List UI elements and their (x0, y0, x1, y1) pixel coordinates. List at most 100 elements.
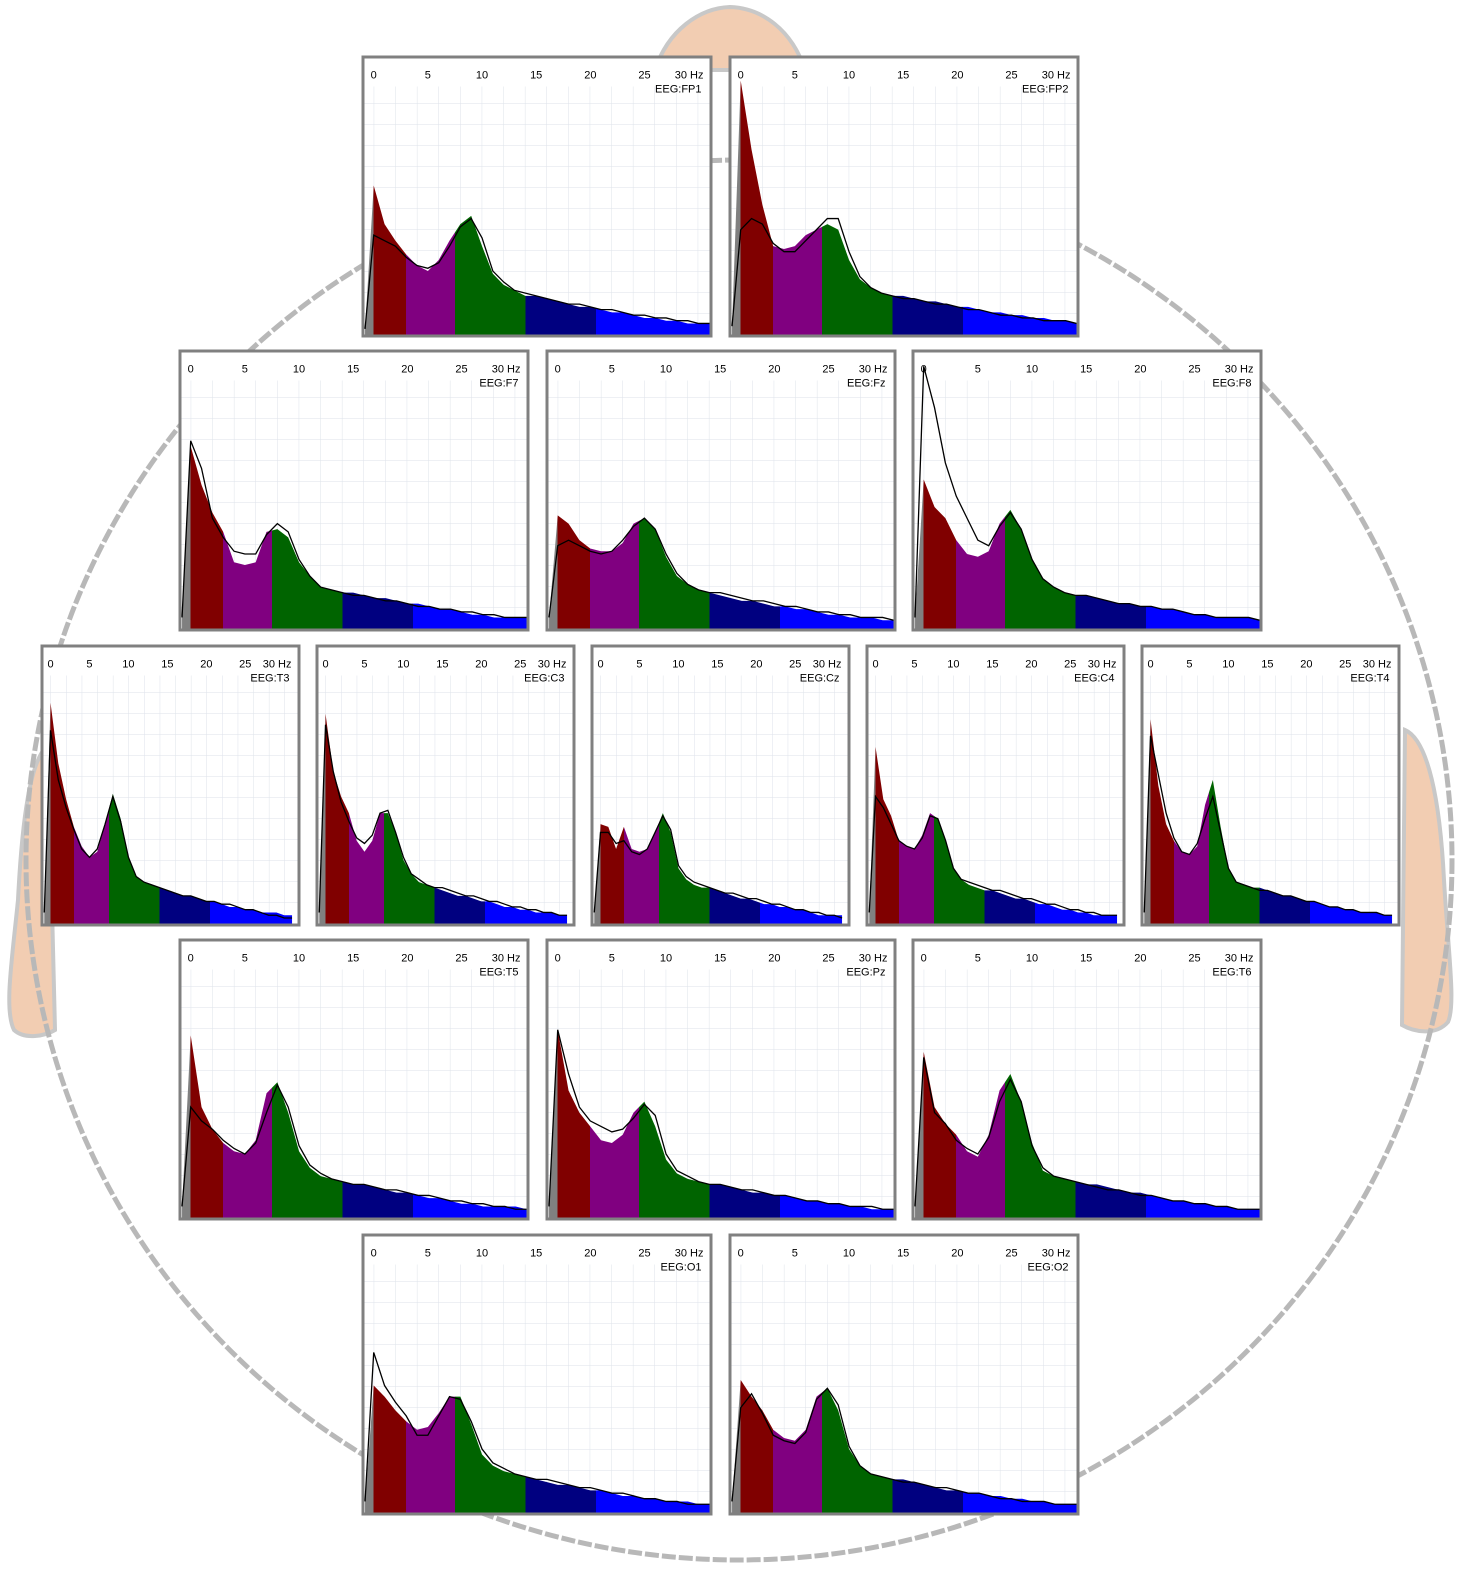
spectrum-area (732, 1380, 1077, 1513)
channel-label: EEG:T5 (479, 966, 518, 978)
reference-line (914, 366, 1260, 621)
x-tick-label: 10 (947, 658, 959, 670)
x-tick-label: 10 (1026, 952, 1038, 964)
x-tick-label: 10 (476, 69, 488, 81)
x-tick-label: 25 (1188, 363, 1200, 375)
x-tick-label: 30 Hz (1042, 1247, 1071, 1259)
reference-line (593, 814, 843, 919)
x-tick-label: 20 (200, 658, 212, 670)
channel-label: EEG:Cz (800, 672, 840, 684)
x-tick-label: 25 (1188, 952, 1200, 964)
x-tick-label: 10 (672, 658, 684, 670)
reference-line (868, 794, 1118, 916)
x-tick-label: 30 Hz (1225, 952, 1254, 964)
x-tick-label: 25 (455, 952, 467, 964)
spectrum-panel: 0 5 10 15 20 25 30 Hz EEG:T3 (40, 644, 301, 927)
x-tick-label: 20 (768, 952, 780, 964)
x-tick-label: 5 (911, 658, 917, 670)
x-tick-label: 30 Hz (263, 658, 292, 670)
reference-line (364, 1352, 710, 1505)
x-tick-label: 25 (1005, 1247, 1017, 1259)
nose (652, 4, 808, 72)
x-tick-label: 5 (425, 69, 431, 81)
channel-label: EEG:C4 (1074, 672, 1114, 684)
x-tick-label: 30 Hz (813, 658, 842, 670)
x-tick-label: 10 (660, 952, 672, 964)
spectrum-panel: 0 5 10 15 20 25 30 Hz EEG:O2 (728, 1233, 1080, 1516)
x-tick-label: 20 (475, 658, 487, 670)
spectrum-panel: 0 5 10 15 20 25 30 Hz EEG:O1 (361, 1233, 713, 1516)
x-tick-label: 15 (436, 658, 448, 670)
spectrum-area (732, 80, 1077, 335)
x-tick-label: 15 (1261, 658, 1273, 670)
x-tick-label: 30 Hz (492, 952, 521, 964)
spectrum-panel: 0 5 10 15 20 25 30 Hz EEG:T5 (178, 938, 530, 1221)
x-tick-label: 30 Hz (492, 363, 521, 375)
x-tick-label: 0 (322, 658, 328, 670)
spectrum-panel: 0 5 10 15 20 25 30 Hz EEG:C4 (865, 644, 1126, 927)
reference-line (181, 440, 527, 619)
x-tick-label: 10 (660, 363, 672, 375)
x-tick-label: 5 (975, 363, 981, 375)
x-tick-label: 15 (347, 952, 359, 964)
x-tick-label: 15 (714, 363, 726, 375)
x-tick-label: 20 (1300, 658, 1312, 670)
x-tick-label: 10 (1222, 658, 1234, 670)
panel-border (911, 349, 1263, 632)
panel-border (361, 55, 713, 338)
spectrum-panel: 0 5 10 15 20 25 30 Hz EEG:T4 (1140, 644, 1401, 927)
panel-border (40, 644, 301, 927)
x-tick-label: 20 (951, 69, 963, 81)
x-tick-label: 0 (738, 69, 744, 81)
spectrum-area (182, 446, 527, 629)
x-tick-label: 10 (293, 363, 305, 375)
spectrum-area (549, 515, 894, 629)
spectrum-panel: 0 5 10 15 20 25 30 Hz EEG:Cz (590, 644, 851, 927)
x-tick-label: 15 (347, 363, 359, 375)
x-tick-label: 10 (293, 952, 305, 964)
spectrum-panel: 0 5 10 15 20 25 30 Hz EEG:C3 (315, 644, 576, 927)
x-tick-label: 25 (822, 952, 834, 964)
x-tick-label: 5 (425, 1247, 431, 1259)
x-tick-label: 30 Hz (1225, 363, 1254, 375)
panel-border (178, 349, 530, 632)
x-tick-label: 20 (401, 363, 413, 375)
spectrum-area (915, 479, 1260, 629)
channel-label: EEG:FP1 (655, 83, 701, 95)
x-tick-label: 15 (897, 69, 909, 81)
x-tick-label: 30 Hz (1363, 658, 1392, 670)
panel-border (178, 938, 530, 1221)
x-tick-label: 25 (789, 658, 801, 670)
panel-border (545, 349, 897, 632)
reference-line (43, 730, 293, 919)
x-tick-label: 15 (161, 658, 173, 670)
channel-label: EEG:T4 (1350, 672, 1389, 684)
reference-line (914, 1057, 1260, 1210)
x-tick-label: 15 (1080, 952, 1092, 964)
x-tick-label: 0 (872, 658, 878, 670)
reference-line (1143, 735, 1393, 916)
spectrum-area (365, 1385, 710, 1513)
spectrum-area (182, 1035, 527, 1218)
panel-border (590, 644, 851, 927)
x-tick-label: 20 (1134, 363, 1146, 375)
x-tick-label: 0 (371, 1247, 377, 1259)
x-tick-label: 5 (609, 952, 615, 964)
reference-line (548, 517, 894, 621)
x-tick-label: 10 (843, 69, 855, 81)
x-tick-label: 30 Hz (859, 952, 888, 964)
head-outline (23, 157, 1455, 1563)
x-tick-label: 30 Hz (859, 363, 888, 375)
x-tick-label: 25 (239, 658, 251, 670)
x-tick-label: 5 (609, 363, 615, 375)
reference-line (731, 217, 1077, 327)
x-tick-label: 10 (122, 658, 134, 670)
channel-label: EEG:T6 (1212, 966, 1251, 978)
reference-line (364, 217, 710, 330)
x-tick-label: 20 (584, 69, 596, 81)
panel-border (911, 938, 1263, 1221)
x-tick-label: 25 (1064, 658, 1076, 670)
x-tick-label: 15 (1080, 363, 1092, 375)
spectrum-panel: 0 5 10 15 20 25 30 Hz EEG:FP2 (728, 55, 1080, 338)
